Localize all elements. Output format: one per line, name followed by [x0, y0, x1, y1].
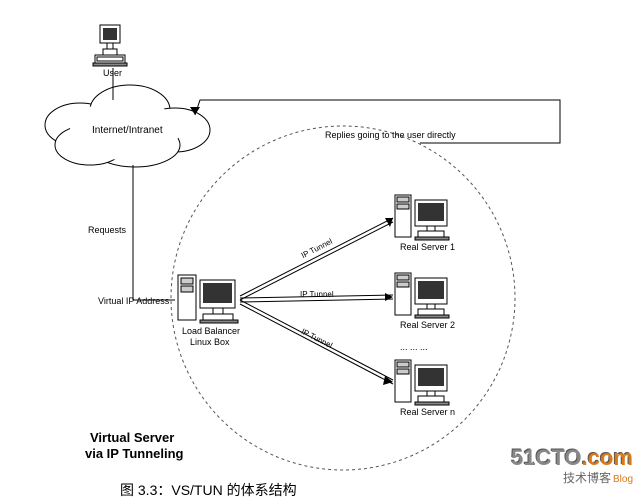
title-line1: Virtual Server — [90, 430, 174, 445]
watermark-brand1: 51CTO — [511, 445, 582, 470]
user-computer-icon — [93, 25, 127, 66]
watermark-brand2: .com — [582, 445, 633, 470]
title-line2: via IP Tunneling — [85, 446, 183, 461]
watermark-brand: 51CTO.com — [511, 445, 633, 471]
watermark-sub-text: 技术博客 — [563, 471, 611, 485]
load-balancer-icon — [178, 275, 238, 323]
real-server-1-icon — [395, 195, 449, 240]
dots-label: ... ... ... — [400, 342, 428, 352]
user-label: User — [103, 68, 122, 78]
lb-label-2: Linux Box — [190, 337, 230, 347]
watermark-sub-blog: Blog — [613, 474, 633, 485]
requests-label: Requests — [88, 225, 126, 235]
servern-label: Real Server n — [400, 407, 455, 417]
lb-label-1: Load Balancer — [182, 326, 240, 336]
cloud-label: Internet/Intranet — [92, 125, 163, 136]
replies-label: Replies going to the user directly — [325, 130, 456, 140]
tunnel2-label: IP Tunnel — [300, 290, 334, 299]
real-server-2-icon — [395, 273, 449, 318]
watermark-sub: 技术博客Blog — [511, 469, 633, 486]
server2-label: Real Server 2 — [400, 320, 455, 330]
real-server-n-icon — [395, 360, 449, 405]
tunnel-1 — [240, 218, 393, 300]
watermark: 51CTO.com 技术博客Blog — [511, 445, 633, 486]
server1-label: Real Server 1 — [400, 242, 455, 252]
vip-label: Virtual IP Address — [98, 296, 169, 306]
diagram-container: User Internet/Intranet Requests Virtual … — [0, 0, 637, 504]
figure-caption: 图 3.3：VS/TUN 的体系结构 — [120, 480, 297, 500]
